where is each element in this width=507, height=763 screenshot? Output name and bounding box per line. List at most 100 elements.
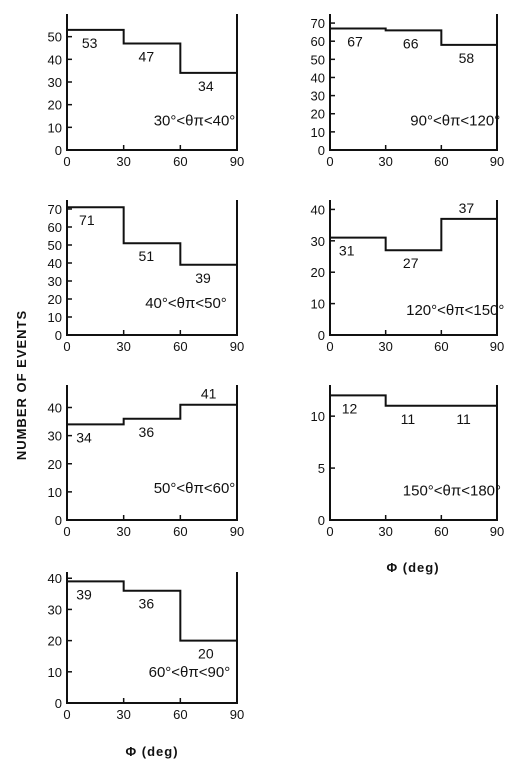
y-tick-label: 10 [311,409,325,424]
bar-value-label: 11 [456,411,471,427]
panel-120-150: 0 10 20 30 40 0 30 60 90 31 27 37 120°<θπ<150° [311,200,505,354]
y-tick-label: 0 [55,328,62,343]
x-tick-label: 60 [173,154,187,169]
x-tick-label: 90 [230,154,244,169]
bar-value-label: 67 [347,34,363,50]
x-tick-label: 30 [116,707,130,722]
x-tick-label: 60 [434,154,448,169]
bar-value-label: 39 [195,270,211,286]
x-tick-label: 0 [326,524,333,539]
x-tick-label: 90 [230,339,244,354]
x-tick-label: 90 [490,524,504,539]
histogram-step-line [330,394,497,407]
axes-frame [66,200,238,336]
x-tick-label: 90 [490,154,504,169]
x-tick-label: 90 [230,524,244,539]
x-tick-label: 30 [378,339,392,354]
x-tick-label: 90 [230,707,244,722]
y-tick-label: 40 [311,70,325,85]
y-tick-label: 10 [48,665,62,680]
y-tick-label: 0 [55,696,62,711]
y-tick-label: 5 [318,461,325,476]
y-tick-label: 30 [48,274,62,289]
y-tick-label: 30 [48,602,62,617]
x-tick-label: 60 [173,524,187,539]
x-tick-label: 0 [63,707,70,722]
y-tick-label: 60 [311,34,325,49]
bar-value-label: 11 [401,411,416,427]
axes-frame [66,385,238,521]
axes-frame [329,385,498,521]
bar-value-label: 27 [403,255,419,271]
bar-value-label: 66 [403,35,419,51]
x-tick-label: 0 [63,524,70,539]
x-tick-label: 0 [63,154,70,169]
x-tick-label: 30 [378,154,392,169]
bar-value-label: 31 [339,243,355,259]
y-tick-label: 40 [48,52,62,67]
axes-frame [329,200,498,336]
panel-condition-label: 30°<θπ<40° [154,113,236,130]
bar-value-label: 34 [198,78,214,94]
x-tick-label: 60 [434,339,448,354]
axes-frame [66,572,238,704]
y-tick-label: 60 [48,220,62,235]
y-tick-label: 40 [311,202,325,217]
histogram-step-line [67,28,237,74]
x-tick-label: 60 [173,707,187,722]
panel-condition-label: 90°<θπ<120° [410,113,500,130]
y-tick-label: 30 [48,429,62,444]
y-tick-label: 20 [48,98,62,113]
bar-value-label: 41 [201,386,217,402]
histogram-step-line [67,206,237,266]
bar-0-30 [67,207,124,335]
y-tick-label: 50 [48,238,62,253]
panel-condition-label: 120°<θπ<150° [406,302,504,319]
y-tick-label: 10 [311,125,325,140]
y-tick-label: 30 [311,234,325,249]
bar-value-label: 36 [139,596,155,612]
y-tick-label: 10 [48,120,62,135]
y-tick-label: 70 [48,202,62,217]
x-tick-label: 0 [326,154,333,169]
histogram-step-line [67,580,237,642]
panel-condition-label: 60°<θπ<90° [149,664,231,681]
panel-condition-label: 150°<θπ<180° [403,483,501,500]
bar-value-label: 51 [139,248,155,264]
y-tick-label: 30 [48,75,62,90]
y-tick-label: 20 [48,457,62,472]
x-tick-label: 30 [116,154,130,169]
bar-value-label: 71 [79,212,95,228]
x-axis-label-right: Φ (deg) [386,560,439,575]
x-tick-label: 30 [378,524,392,539]
x-tick-label: 0 [326,339,333,354]
panel-50-60: 0 10 20 30 40 0 30 60 90 34 36 41 50°<θπ<60° [48,385,244,539]
histogram-step-line [67,403,237,426]
x-axis-label-bottom: Φ (deg) [125,744,178,759]
bar-0-30 [330,395,386,520]
y-axis-label: NUMBER OF EVENTS [14,310,29,460]
y-tick-label: 20 [311,107,325,122]
histogram-step-line [330,27,497,46]
panel-60-90: 0 10 20 30 40 0 30 60 90 39 36 20 60°<θπ<90° [48,571,245,722]
y-tick-label: 70 [311,16,325,31]
y-tick-label: 40 [48,571,62,586]
y-tick-label: 40 [48,256,62,271]
panel-150-180: 0 5 10 0 30 60 90 12 11 11 150°<θπ<180° [311,385,504,539]
axes-frame [329,14,498,151]
histogram-step-line [330,217,497,252]
y-tick-label: 50 [311,52,325,67]
bar-60-90 [180,405,237,520]
y-tick-label: 0 [55,143,62,158]
y-tick-label: 20 [48,292,62,307]
bar-value-label: 47 [139,48,155,64]
panel-30-40: 0 10 20 30 40 50 0 30 60 90 53 47 34 30°<θπ<40° [48,14,244,169]
y-tick-label: 20 [311,265,325,280]
bar-value-label: 39 [76,586,92,602]
bar-value-label: 37 [459,200,475,216]
bar-value-label: 58 [459,50,475,66]
